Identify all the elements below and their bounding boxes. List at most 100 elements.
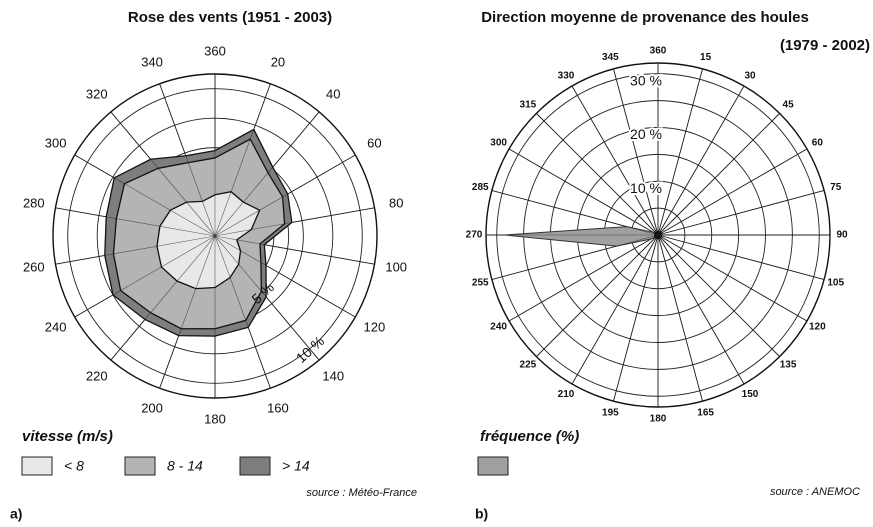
spoke-overlay — [536, 234, 659, 357]
spoke-overlay — [74, 235, 216, 318]
r-tick-label: 30 % — [630, 72, 662, 88]
panel-label: b) — [475, 506, 488, 522]
spoke-overlay — [613, 234, 659, 402]
spoke-overlay — [159, 83, 216, 237]
direction-label: 260 — [23, 259, 45, 274]
direction-label: 135 — [780, 360, 797, 371]
direction-label: 120 — [809, 322, 826, 333]
legend-swatch — [477, 456, 509, 476]
direction-label: 160 — [267, 400, 289, 415]
direction-label: 30 — [744, 70, 756, 81]
spoke-overlay — [55, 235, 216, 265]
legend-swatch — [124, 456, 156, 476]
spoke-overlay — [491, 234, 659, 280]
direction-label: 200 — [141, 400, 163, 415]
direction-label: 60 — [367, 135, 381, 150]
legend-title: vitesse (m/s) — [22, 428, 113, 445]
spoke-overlay — [571, 85, 659, 236]
direction-label: 220 — [86, 368, 108, 383]
spoke-overlay — [491, 190, 659, 236]
r-tick-label: 20 % — [630, 126, 662, 142]
direction-label: 75 — [830, 182, 842, 193]
direction-label: 180 — [650, 414, 667, 425]
spoke-overlay — [657, 85, 745, 236]
direction-label: 285 — [472, 182, 489, 193]
direction-label: 165 — [697, 407, 714, 418]
legend-title: fréquence (%) — [480, 428, 579, 445]
spoke-overlay — [536, 113, 659, 236]
direction-label: 180 — [204, 411, 226, 426]
direction-label: 140 — [322, 368, 344, 383]
direction-label: 240 — [490, 322, 507, 333]
legend-label: > 14 — [282, 458, 310, 474]
spoke-overlay — [657, 113, 780, 236]
spoke-overlay — [214, 235, 271, 389]
direction-label: 100 — [385, 259, 407, 274]
direction-label: 80 — [389, 195, 403, 210]
direction-label: 20 — [271, 55, 285, 70]
direction-label: 280 — [23, 195, 45, 210]
chart-title: Rose des vents (1951 - 2003) — [128, 9, 332, 26]
direction-label: 315 — [520, 100, 537, 111]
spoke-overlay — [74, 154, 216, 237]
spoke-overlay — [508, 234, 659, 322]
r-tick-label: 10 % — [293, 333, 327, 366]
direction-label: 360 — [650, 46, 667, 57]
direction-label: 300 — [45, 135, 67, 150]
direction-label: 210 — [558, 389, 575, 400]
legend-swatch — [239, 456, 271, 476]
direction-label: 255 — [472, 277, 489, 288]
panel-label: a) — [10, 506, 22, 522]
spoke-overlay — [571, 234, 659, 385]
spoke-overlay — [214, 83, 271, 237]
spoke-overlay — [657, 234, 703, 402]
spoke-overlay — [657, 68, 703, 236]
direction-label: 345 — [602, 52, 619, 63]
spoke-overlay — [214, 111, 320, 237]
direction-label: 225 — [520, 360, 537, 371]
direction-label: 150 — [742, 389, 759, 400]
direction-label: 40 — [326, 86, 340, 101]
spoke-overlay — [657, 190, 825, 236]
direction-label: 320 — [86, 86, 108, 101]
spoke-overlay — [110, 111, 216, 237]
spoke-overlay — [214, 154, 356, 237]
direction-label: 240 — [45, 319, 67, 334]
spoke-overlay — [214, 235, 356, 318]
direction-label: 340 — [141, 55, 163, 70]
polar-chart: Direction moyenne de provenance des houl… — [466, 9, 870, 522]
source-note: source : Météo-France — [306, 487, 417, 499]
spoke-overlay — [657, 234, 745, 385]
spoke-overlay — [55, 207, 216, 237]
spoke-overlay — [657, 148, 808, 236]
direction-label: 15 — [700, 52, 712, 63]
direction-label: 195 — [602, 407, 619, 418]
spoke-overlay — [214, 235, 375, 265]
spoke-overlay — [657, 234, 825, 280]
direction-label: 90 — [836, 230, 848, 241]
spoke-overlay — [214, 235, 320, 361]
direction-label: 120 — [363, 319, 385, 334]
spoke-overlay — [657, 234, 780, 357]
polar-chart: Rose des vents (1951 - 2003) 360 20 40 60 80 1… — [10, 9, 417, 522]
legend-label: < 8 — [64, 458, 84, 474]
source-note: source : ANEMOC — [770, 486, 860, 498]
direction-label: 45 — [783, 100, 795, 111]
spoke-overlay — [214, 207, 375, 237]
direction-label: 360 — [204, 43, 226, 58]
direction-label: 300 — [490, 138, 507, 149]
spoke-overlay — [657, 234, 808, 322]
direction-label: 330 — [558, 70, 575, 81]
r-tick-label: 10 % — [630, 180, 662, 196]
spoke-overlay — [159, 235, 216, 389]
direction-label: 105 — [827, 277, 844, 288]
direction-label: 270 — [466, 230, 483, 241]
direction-label: 60 — [812, 138, 824, 149]
chart-title: Direction moyenne de provenance des houl… — [481, 9, 809, 26]
spoke-overlay — [508, 148, 659, 236]
spoke-overlay — [110, 235, 216, 361]
chart-subtitle: (1979 - 2002) — [780, 37, 870, 54]
legend-swatch — [21, 456, 53, 476]
legend-label: 8 - 14 — [167, 458, 203, 474]
